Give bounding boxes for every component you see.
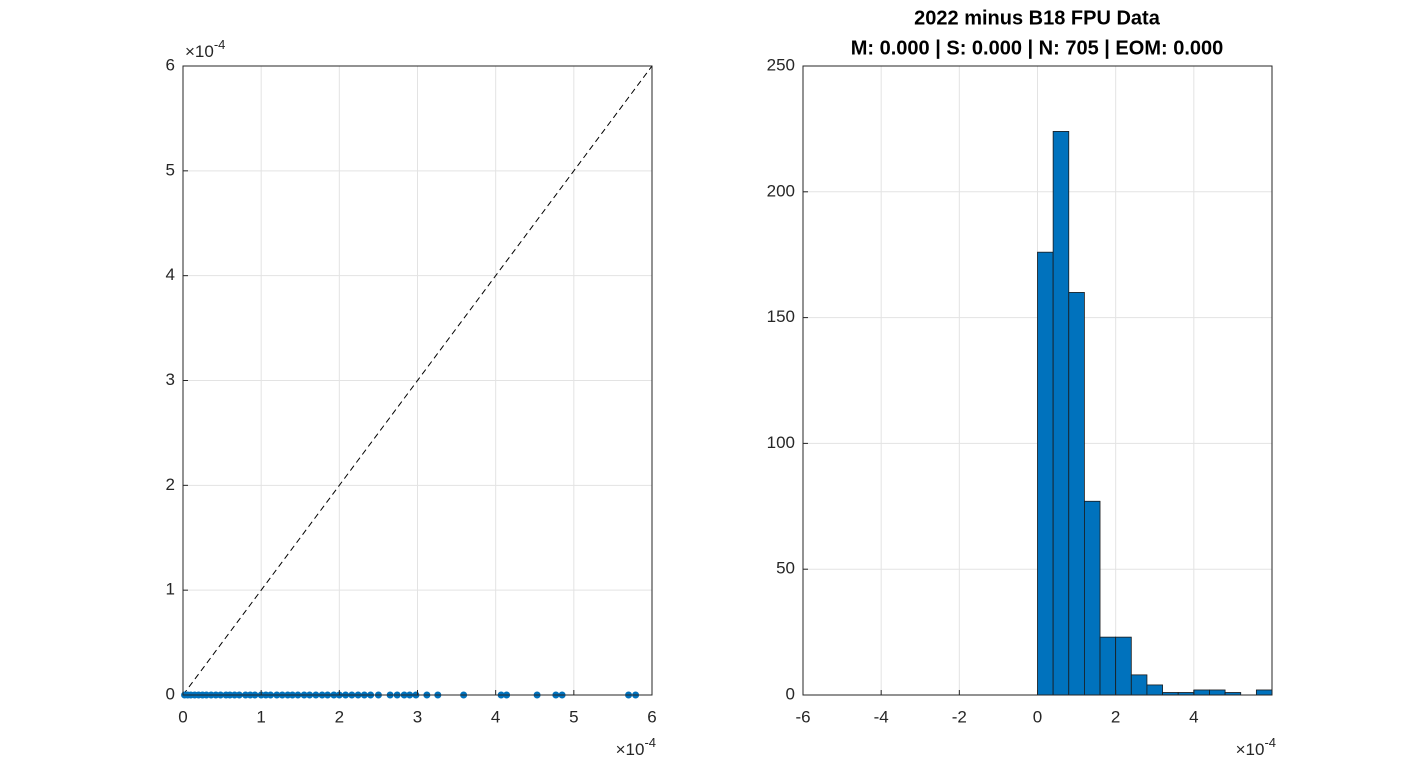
x-tick-label: -2 [952,707,967,726]
exponent-power: -4 [1264,735,1276,750]
histogram-bar [1255,689,1273,696]
x-tick-label: -4 [874,707,889,726]
x-tick-label: 3 [413,707,422,726]
chart-subtitle: M: 0.000 | S: 0.000 | N: 705 | EOM: 0.00… [851,37,1224,59]
exponent-power: -4 [644,735,656,750]
x-tick-label: 0 [178,707,187,726]
y-tick-label: 250 [767,55,795,74]
axis-exponent: ×10-4 [1236,735,1276,759]
exponent-base: ×10 [1236,740,1265,759]
x-tick-label: 2 [1111,707,1120,726]
y-tick-label: 2 [166,475,175,494]
y-tick-label: 50 [776,559,795,578]
histogram-bar [1052,131,1070,696]
identity-line [182,65,653,696]
y-tick-label: 150 [767,307,795,326]
histogram-bar [1037,251,1054,696]
histogram-bar [1209,689,1226,696]
y-tick-label: 0 [786,684,795,703]
axis-exponent: ×10-4 [185,37,225,61]
y-tick-label: 100 [767,433,795,452]
y-tick-label: 6 [166,55,175,74]
histogram-bar [1099,636,1117,696]
y-tick-label: 4 [166,265,175,284]
y-tick-label: 200 [767,181,795,200]
x-tick-label: -6 [795,707,810,726]
exponent-base: ×10 [616,740,645,759]
y-tick-label: 5 [166,160,175,179]
histogram-bar [1084,500,1101,696]
histogram-bar [1068,292,1085,696]
x-tick-label: 6 [647,707,656,726]
histogram-bar [1193,689,1210,696]
x-tick-label: 5 [569,707,578,726]
histogram-bar [1146,684,1163,696]
histogram-bar [1115,636,1132,696]
chart-title: 2022 minus B18 FPU Data [914,7,1161,29]
x-tick-label: 4 [1189,707,1198,726]
exponent-base: ×10 [185,42,214,61]
y-tick-label: 3 [166,370,175,389]
y-tick-label: 1 [166,580,175,599]
x-tick-label: 0 [1033,707,1042,726]
histogram-bar [1130,674,1148,696]
x-tick-label: 4 [491,707,500,726]
exponent-power: -4 [214,37,226,52]
y-tick-label: 0 [166,684,175,703]
axis-exponent: ×10-4 [616,735,656,759]
x-tick-label: 2 [335,707,344,726]
x-tick-label: 1 [256,707,265,726]
